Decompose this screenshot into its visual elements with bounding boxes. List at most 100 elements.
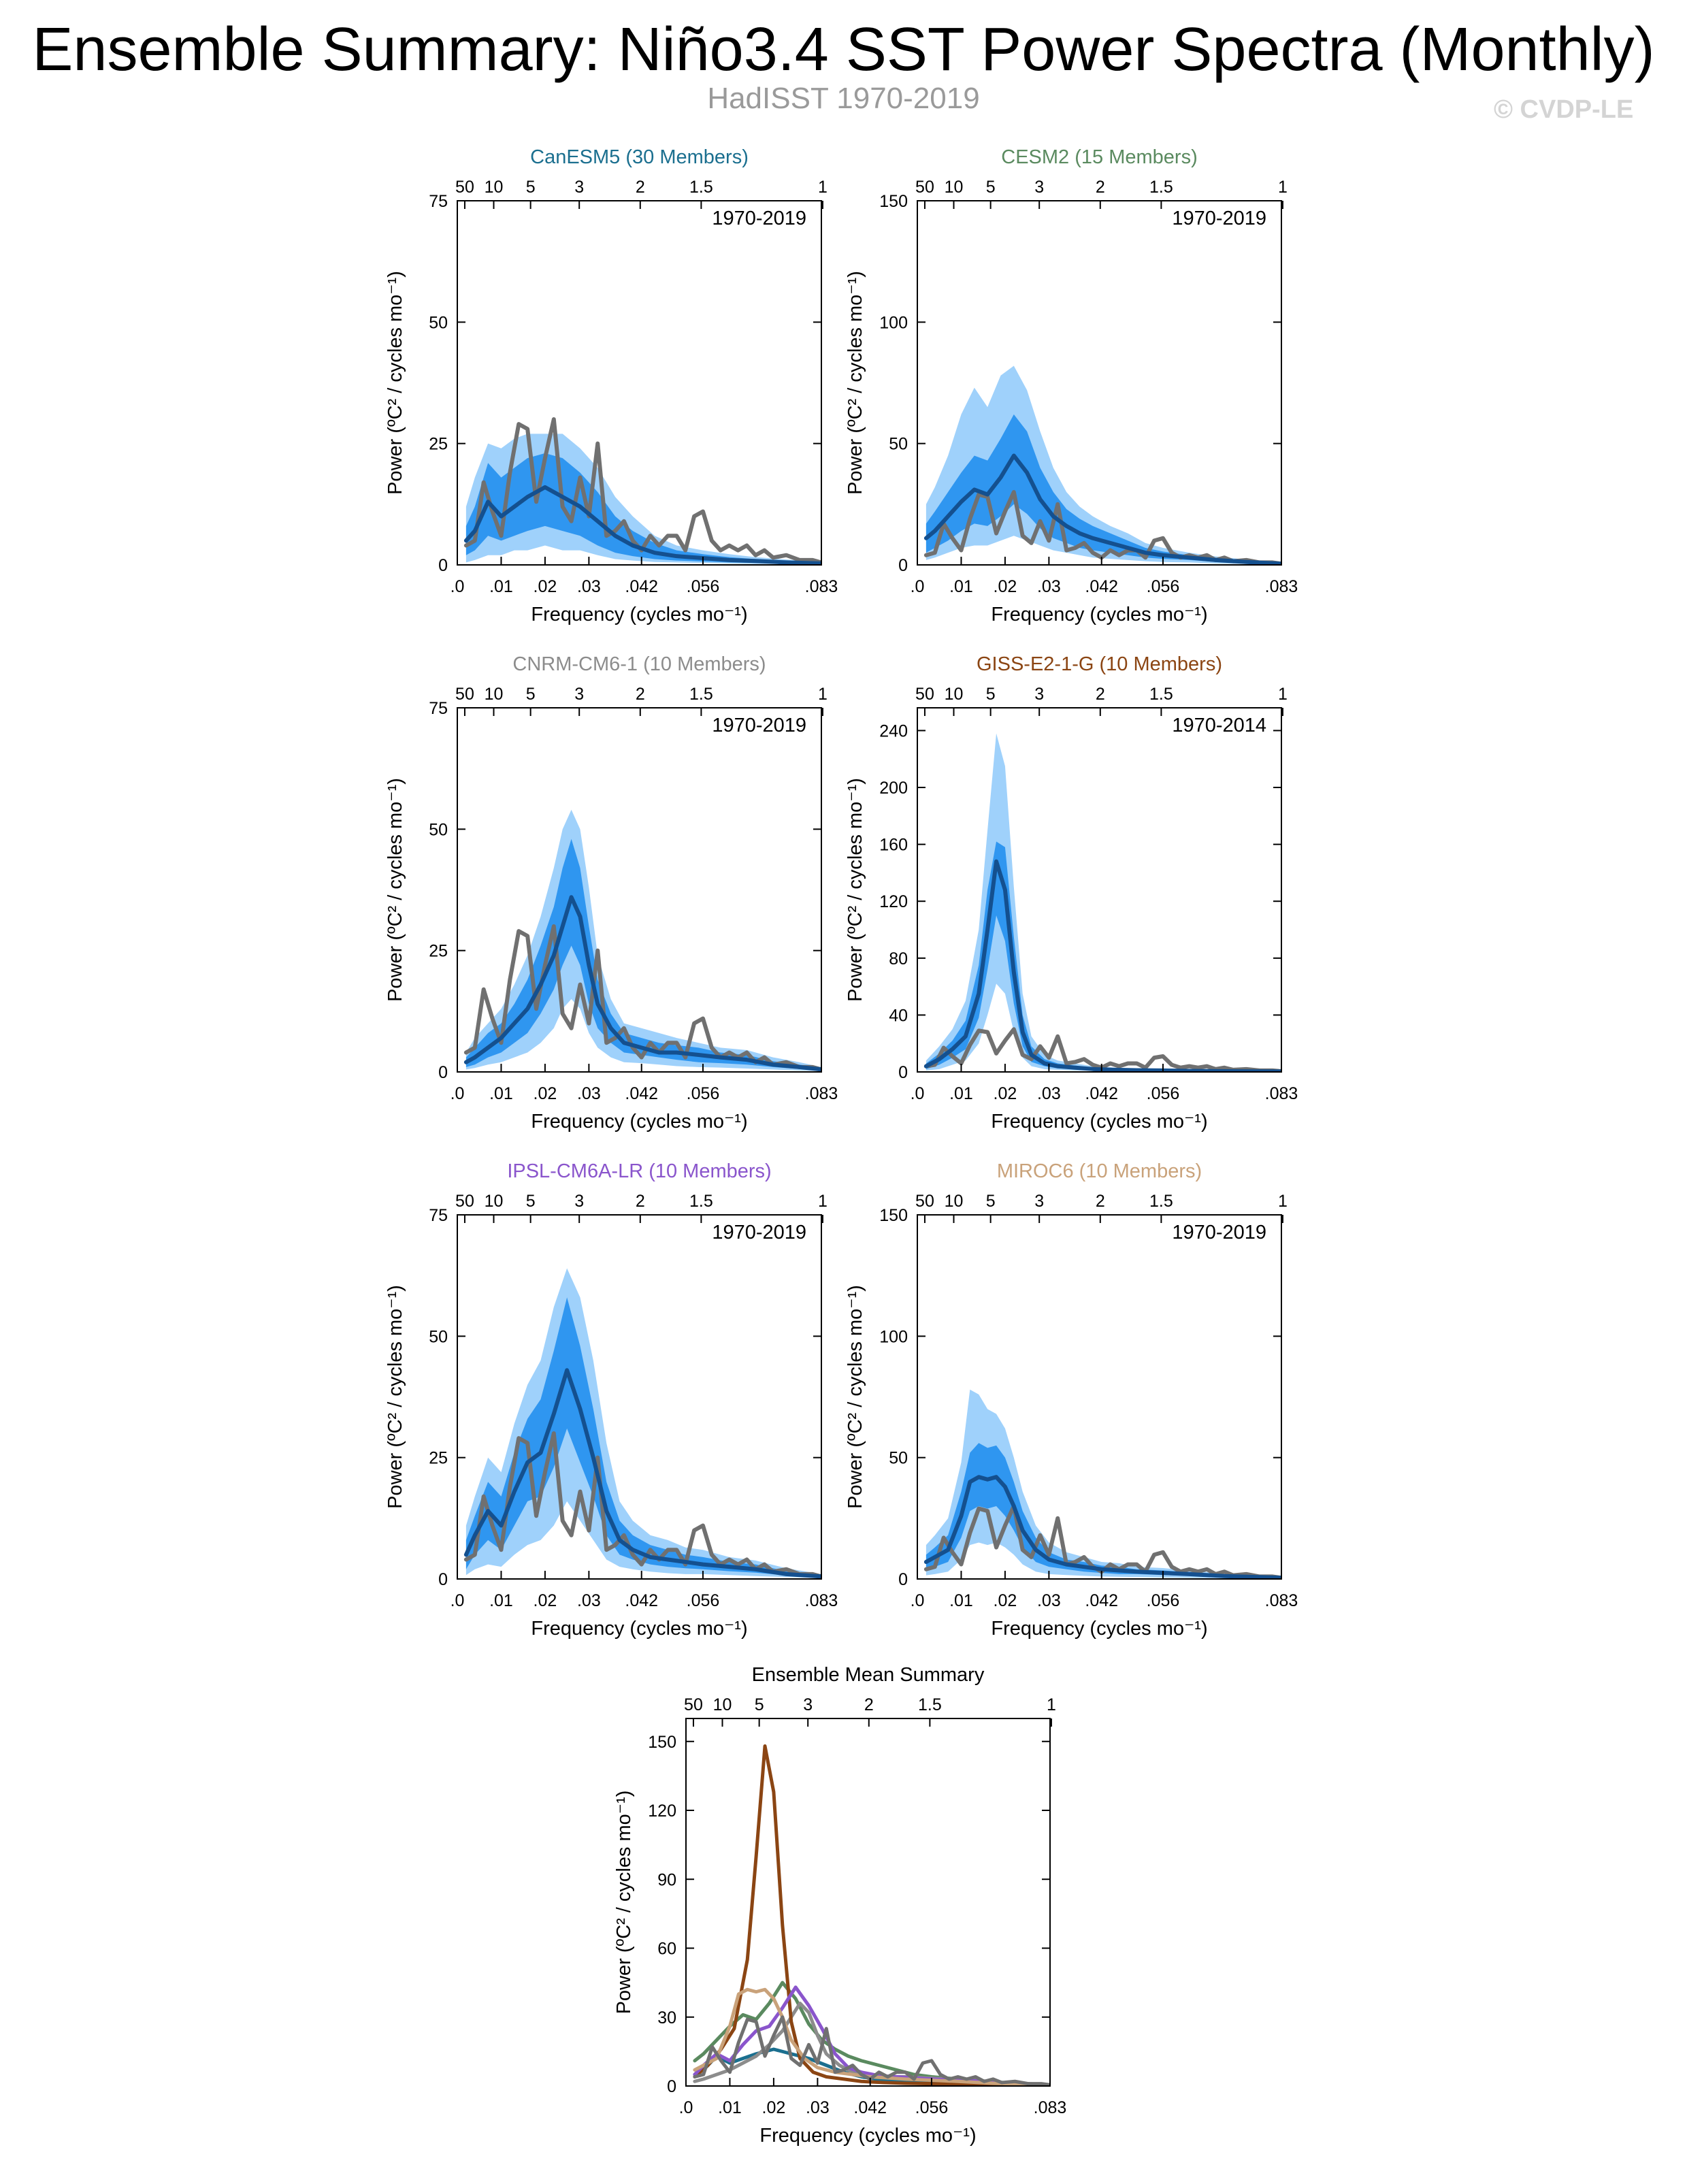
x-tick-label: .01 [489,1084,513,1103]
x-tick-label: .083 [805,1084,838,1103]
x-tick-label: .083 [1034,2098,1067,2117]
top-tick-label: 2 [864,1695,874,1714]
y-tick-label: 50 [889,435,908,454]
y-tick-label: 100 [879,313,908,332]
page-subtitle: HadISST 1970-2019 [707,82,980,115]
plot-frame [917,1214,1282,1580]
x-tick-label: .042 [1085,1084,1118,1103]
plot-frame [457,200,822,566]
top-tick-label: 3 [1034,178,1044,197]
top-tick-label: 10 [485,1192,504,1211]
y-tick-label: 75 [429,699,448,718]
x-tick-label: .056 [915,2098,949,2117]
top-tick-label: 5 [526,178,536,197]
series-line-miroc6 [693,1987,1050,2086]
top-tick-label: 1.5 [689,685,713,704]
y-axis-label: Power (ºC² / cycles mo⁻¹) [613,1791,635,2015]
x-tick-label: .02 [994,577,1017,596]
period-label: 1970-2019 [1172,1222,1266,1243]
plot-area [463,1268,821,1579]
y-tick-label: 50 [429,820,448,839]
x-tick-label: .03 [806,2098,830,2117]
y-tick-label: 0 [667,2077,676,2096]
top-tick-label: 10 [945,1192,964,1211]
top-tick-label: 1 [1278,178,1288,197]
copyright-watermark: © CVDP-LE [1494,95,1634,124]
plot-frame [917,200,1282,566]
period-label: 1970-2019 [712,715,806,736]
x-tick-label: .03 [577,577,601,596]
top-tick-label: 1.5 [689,1192,713,1211]
page-title: Ensemble Summary: Niño3.4 SST Power Spec… [32,16,1655,84]
y-tick-label: 120 [648,1802,676,1821]
ensemble-range-band [465,1268,821,1578]
panel-title: CanESM5 (30 Members) [530,146,749,168]
top-tick-label: 2 [1096,178,1105,197]
x-tick-label: .0 [911,1084,925,1103]
panel-title: GISS-E2-1-G (10 Members) [977,653,1222,675]
top-tick-label: 5 [526,1192,536,1211]
top-tick-label: 1.5 [689,178,713,197]
panel-title: CESM2 (15 Members) [1001,146,1197,168]
x-tick-label: .0 [679,2098,693,2117]
plot-area [923,1389,1281,1579]
ensemble-10-90-band [926,414,1281,564]
y-tick-label: 0 [898,1063,908,1082]
plot-area [923,733,1281,1072]
x-tick-label: .02 [534,1084,557,1103]
plot-frame [917,707,1282,1073]
x-tick-label: .056 [1147,1084,1180,1103]
series-line-hadisst [923,1027,1281,1072]
y-axis-label: Power (ºC² / cycles mo⁻¹) [845,778,866,1002]
series-line-hadisst [693,2015,1050,2086]
x-tick-label: .0 [911,577,925,596]
plot-area [463,417,821,565]
plot-area [463,809,821,1072]
y-tick-label: 0 [438,1063,448,1082]
series-line-cesm2 [693,1981,1050,2086]
x-tick-label: .03 [577,1084,601,1103]
series-line-ensemble-mean [463,1368,821,1579]
x-tick-label: .02 [762,2098,786,2117]
x-tick-label: .042 [625,577,658,596]
x-tick-label: .02 [994,1591,1017,1610]
ensemble-range-band [465,809,821,1071]
top-tick-label: 50 [915,685,934,704]
series-line-hadisst [463,924,821,1072]
x-tick-label: .03 [1037,1084,1061,1103]
x-tick-label: .042 [1085,577,1118,596]
top-tick-label: 10 [945,685,964,704]
top-tick-label: 1 [818,1192,828,1211]
y-tick-label: 100 [879,1327,908,1346]
series-line-ensemble-mean [923,1475,1281,1579]
top-tick-label: 5 [986,685,996,704]
top-tick-label: 50 [915,1192,934,1211]
top-tick-label: 3 [574,685,584,704]
top-tick-label: 3 [1034,1192,1044,1211]
ensemble-10-90-band [926,841,1281,1072]
top-tick-label: 5 [986,1192,996,1211]
y-tick-label: 160 [879,836,908,855]
y-tick-label: 25 [429,435,448,454]
top-tick-label: 50 [455,685,474,704]
top-tick-label: 3 [574,178,584,197]
series-line-ensemble-mean [463,895,821,1072]
top-tick-label: 1.5 [1149,1192,1173,1211]
y-tick-label: 75 [429,1206,448,1225]
x-tick-label: .056 [1147,1591,1180,1610]
ensemble-10-90-band [465,838,821,1071]
y-tick-label: 25 [429,942,448,961]
ensemble-10-90-band [465,453,821,564]
period-label: 1970-2014 [1172,715,1266,736]
y-tick-label: 50 [889,1449,908,1468]
y-tick-label: 25 [429,1449,448,1468]
panel-title: Ensemble Mean Summary [752,1664,985,1686]
x-tick-label: .0 [451,1084,465,1103]
top-tick-label: 3 [803,1695,813,1714]
y-tick-label: 0 [898,556,908,575]
x-tick-label: .083 [805,577,838,596]
